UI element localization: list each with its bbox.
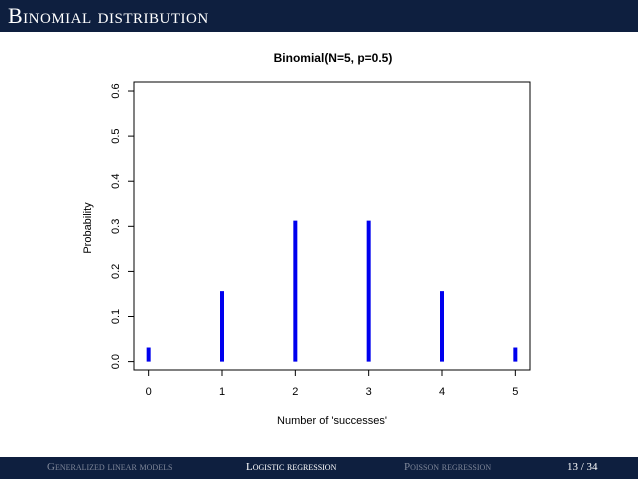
y-axis-label: Probability bbox=[82, 202, 94, 254]
y-tick-label: 0.3 bbox=[110, 219, 122, 234]
x-tick-label: 1 bbox=[219, 386, 225, 398]
x-axis-label: Number of 'successes' bbox=[277, 415, 387, 427]
y-tick-label: 0.6 bbox=[110, 83, 122, 98]
x-tick-label: 5 bbox=[512, 386, 518, 398]
y-tick-label: 0.1 bbox=[110, 309, 122, 324]
footer-section-poisson[interactable]: Poisson regression bbox=[404, 461, 492, 473]
footer-section-logistic[interactable]: Logistic regression bbox=[246, 461, 337, 473]
footer-section-glm[interactable]: Generalized linear models bbox=[47, 461, 173, 473]
x-tick-label: 0 bbox=[146, 386, 152, 398]
slide-title: Binomial distribution bbox=[8, 3, 209, 28]
chart-title: Binomial(N=5, p=0.5) bbox=[274, 51, 393, 65]
slide-header: Binomial distribution bbox=[0, 0, 638, 32]
page-number: 13 / 34 bbox=[567, 461, 598, 473]
y-tick-label: 0.2 bbox=[110, 264, 122, 279]
y-tick-label: 0.4 bbox=[110, 174, 122, 189]
plot-frame bbox=[133, 81, 531, 371]
x-tick-label: 4 bbox=[439, 386, 445, 398]
slide-footer: Generalized linear models Logistic regre… bbox=[0, 457, 638, 479]
chart: Binomial(N=5, p=0.5) 0 1 2 3 4 5 0.0 0.1 0.2 0.3… bbox=[82, 51, 531, 427]
y-tick-label: 0.0 bbox=[110, 354, 122, 369]
x-tick-label: 2 bbox=[292, 386, 298, 398]
y-tick-label: 0.5 bbox=[110, 128, 122, 143]
x-tick-label: 3 bbox=[366, 386, 372, 398]
